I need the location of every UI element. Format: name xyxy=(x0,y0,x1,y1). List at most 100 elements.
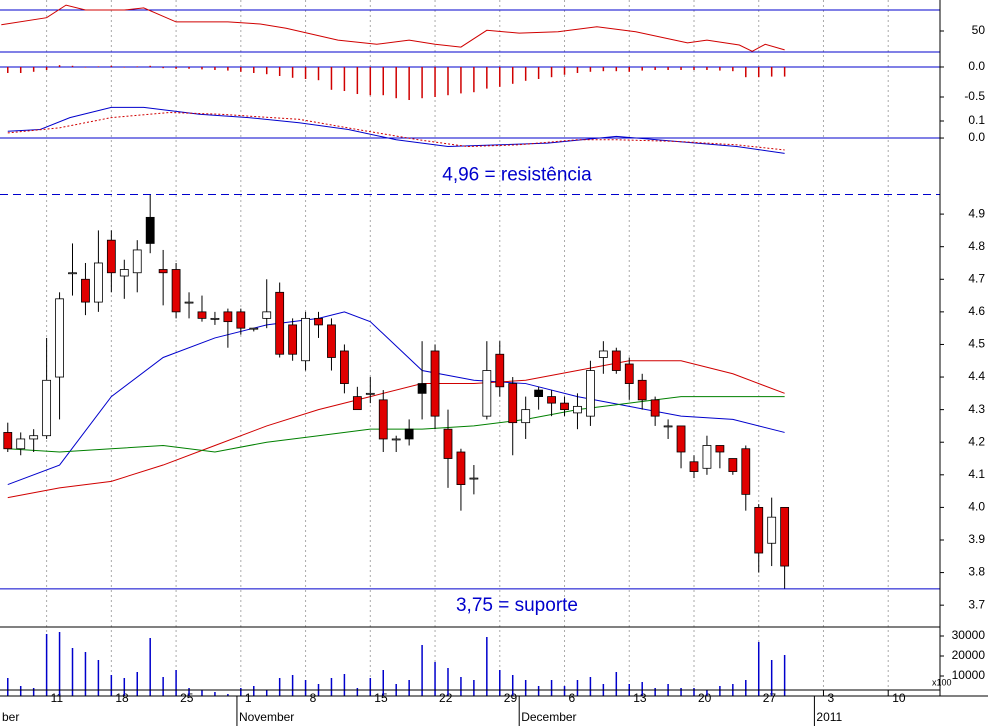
bar xyxy=(201,690,203,696)
bar xyxy=(162,66,164,69)
bar xyxy=(550,680,553,696)
bar xyxy=(783,66,786,77)
bar xyxy=(693,66,695,70)
bar xyxy=(382,670,385,696)
y-tick-label: 0.0 xyxy=(968,59,985,73)
candle-body xyxy=(560,402,569,411)
bar xyxy=(291,66,294,78)
bar xyxy=(473,680,475,696)
x-tick-label: 20 xyxy=(698,691,712,705)
month-label: November xyxy=(239,710,294,724)
candle-body xyxy=(676,425,686,453)
x-tick-label: 18 xyxy=(115,691,129,705)
bar xyxy=(499,66,501,87)
candle-body xyxy=(547,396,556,404)
x-tick-label: 22 xyxy=(439,691,453,705)
bar xyxy=(628,66,631,72)
bar xyxy=(719,66,721,71)
bar xyxy=(434,662,436,696)
bar xyxy=(486,66,488,89)
y-tick-label: 4.2 xyxy=(968,434,985,448)
bar xyxy=(58,632,61,696)
candle-body xyxy=(197,311,207,319)
bar xyxy=(265,66,268,75)
bar xyxy=(382,66,385,96)
bar xyxy=(421,66,423,99)
candle-body xyxy=(210,317,220,320)
candle-body xyxy=(702,445,712,469)
candle-body xyxy=(650,399,660,417)
bar xyxy=(499,670,501,696)
bar xyxy=(253,66,255,73)
indicator-line xyxy=(7,106,785,154)
bar xyxy=(395,66,397,99)
candle-body xyxy=(663,425,673,428)
y-tick-label: 4.9 xyxy=(968,206,985,220)
bar xyxy=(227,66,229,71)
candle-body xyxy=(3,432,13,450)
bar xyxy=(486,637,488,696)
y-tick-label: 4.1 xyxy=(968,467,985,481)
bar xyxy=(511,66,514,84)
bar xyxy=(149,65,151,67)
scale-note: x100 xyxy=(932,677,952,687)
bar xyxy=(447,66,449,96)
candle-body xyxy=(288,324,298,355)
candle-body xyxy=(68,272,77,275)
month-label: ber xyxy=(2,710,19,724)
candle-body xyxy=(301,317,310,362)
bar xyxy=(615,672,618,696)
candle-body xyxy=(158,269,168,274)
x-tick-label: 3 xyxy=(827,691,834,705)
bar xyxy=(524,66,527,81)
indicator-line xyxy=(7,111,785,151)
bar xyxy=(641,66,643,71)
candle-body xyxy=(327,324,336,358)
indicator-line xyxy=(7,311,785,486)
bar xyxy=(589,677,592,696)
y-tick-label: 0.1 xyxy=(968,113,985,127)
bar xyxy=(214,66,216,70)
bar xyxy=(745,66,747,78)
bar xyxy=(71,648,74,696)
bar xyxy=(19,66,22,73)
bar xyxy=(304,680,307,696)
bar xyxy=(110,675,113,696)
candle-body xyxy=(624,363,634,384)
bar xyxy=(110,65,113,67)
candle-body xyxy=(132,249,142,274)
bar xyxy=(343,66,346,92)
candle-body xyxy=(365,392,375,395)
bar xyxy=(278,678,281,696)
bar xyxy=(654,688,656,696)
candle-body xyxy=(275,291,285,355)
bar xyxy=(291,675,294,696)
month-label: 2011 xyxy=(816,710,842,724)
bar xyxy=(253,686,255,696)
bar xyxy=(45,634,48,696)
candle-body xyxy=(728,458,738,472)
candle-body xyxy=(443,428,453,459)
candle-body xyxy=(404,428,414,440)
bar xyxy=(45,66,48,70)
bar xyxy=(317,66,320,81)
bar xyxy=(149,638,151,696)
candle-body xyxy=(482,370,492,417)
candle-body xyxy=(314,317,323,326)
y-tick-label: 3.9 xyxy=(968,532,985,546)
bar xyxy=(175,670,177,696)
x-tick-label: 25 xyxy=(180,691,194,705)
bar xyxy=(757,642,760,696)
candle-body xyxy=(469,477,479,480)
candle-body xyxy=(637,379,647,401)
bar xyxy=(473,66,475,93)
bar xyxy=(32,66,35,72)
bar xyxy=(369,678,372,696)
candle-body xyxy=(171,269,181,313)
bar xyxy=(162,677,164,696)
y-tick-label: 0.0 xyxy=(968,130,985,144)
annotation: 4,96 = resistência xyxy=(442,165,592,186)
candle-body xyxy=(340,350,349,384)
